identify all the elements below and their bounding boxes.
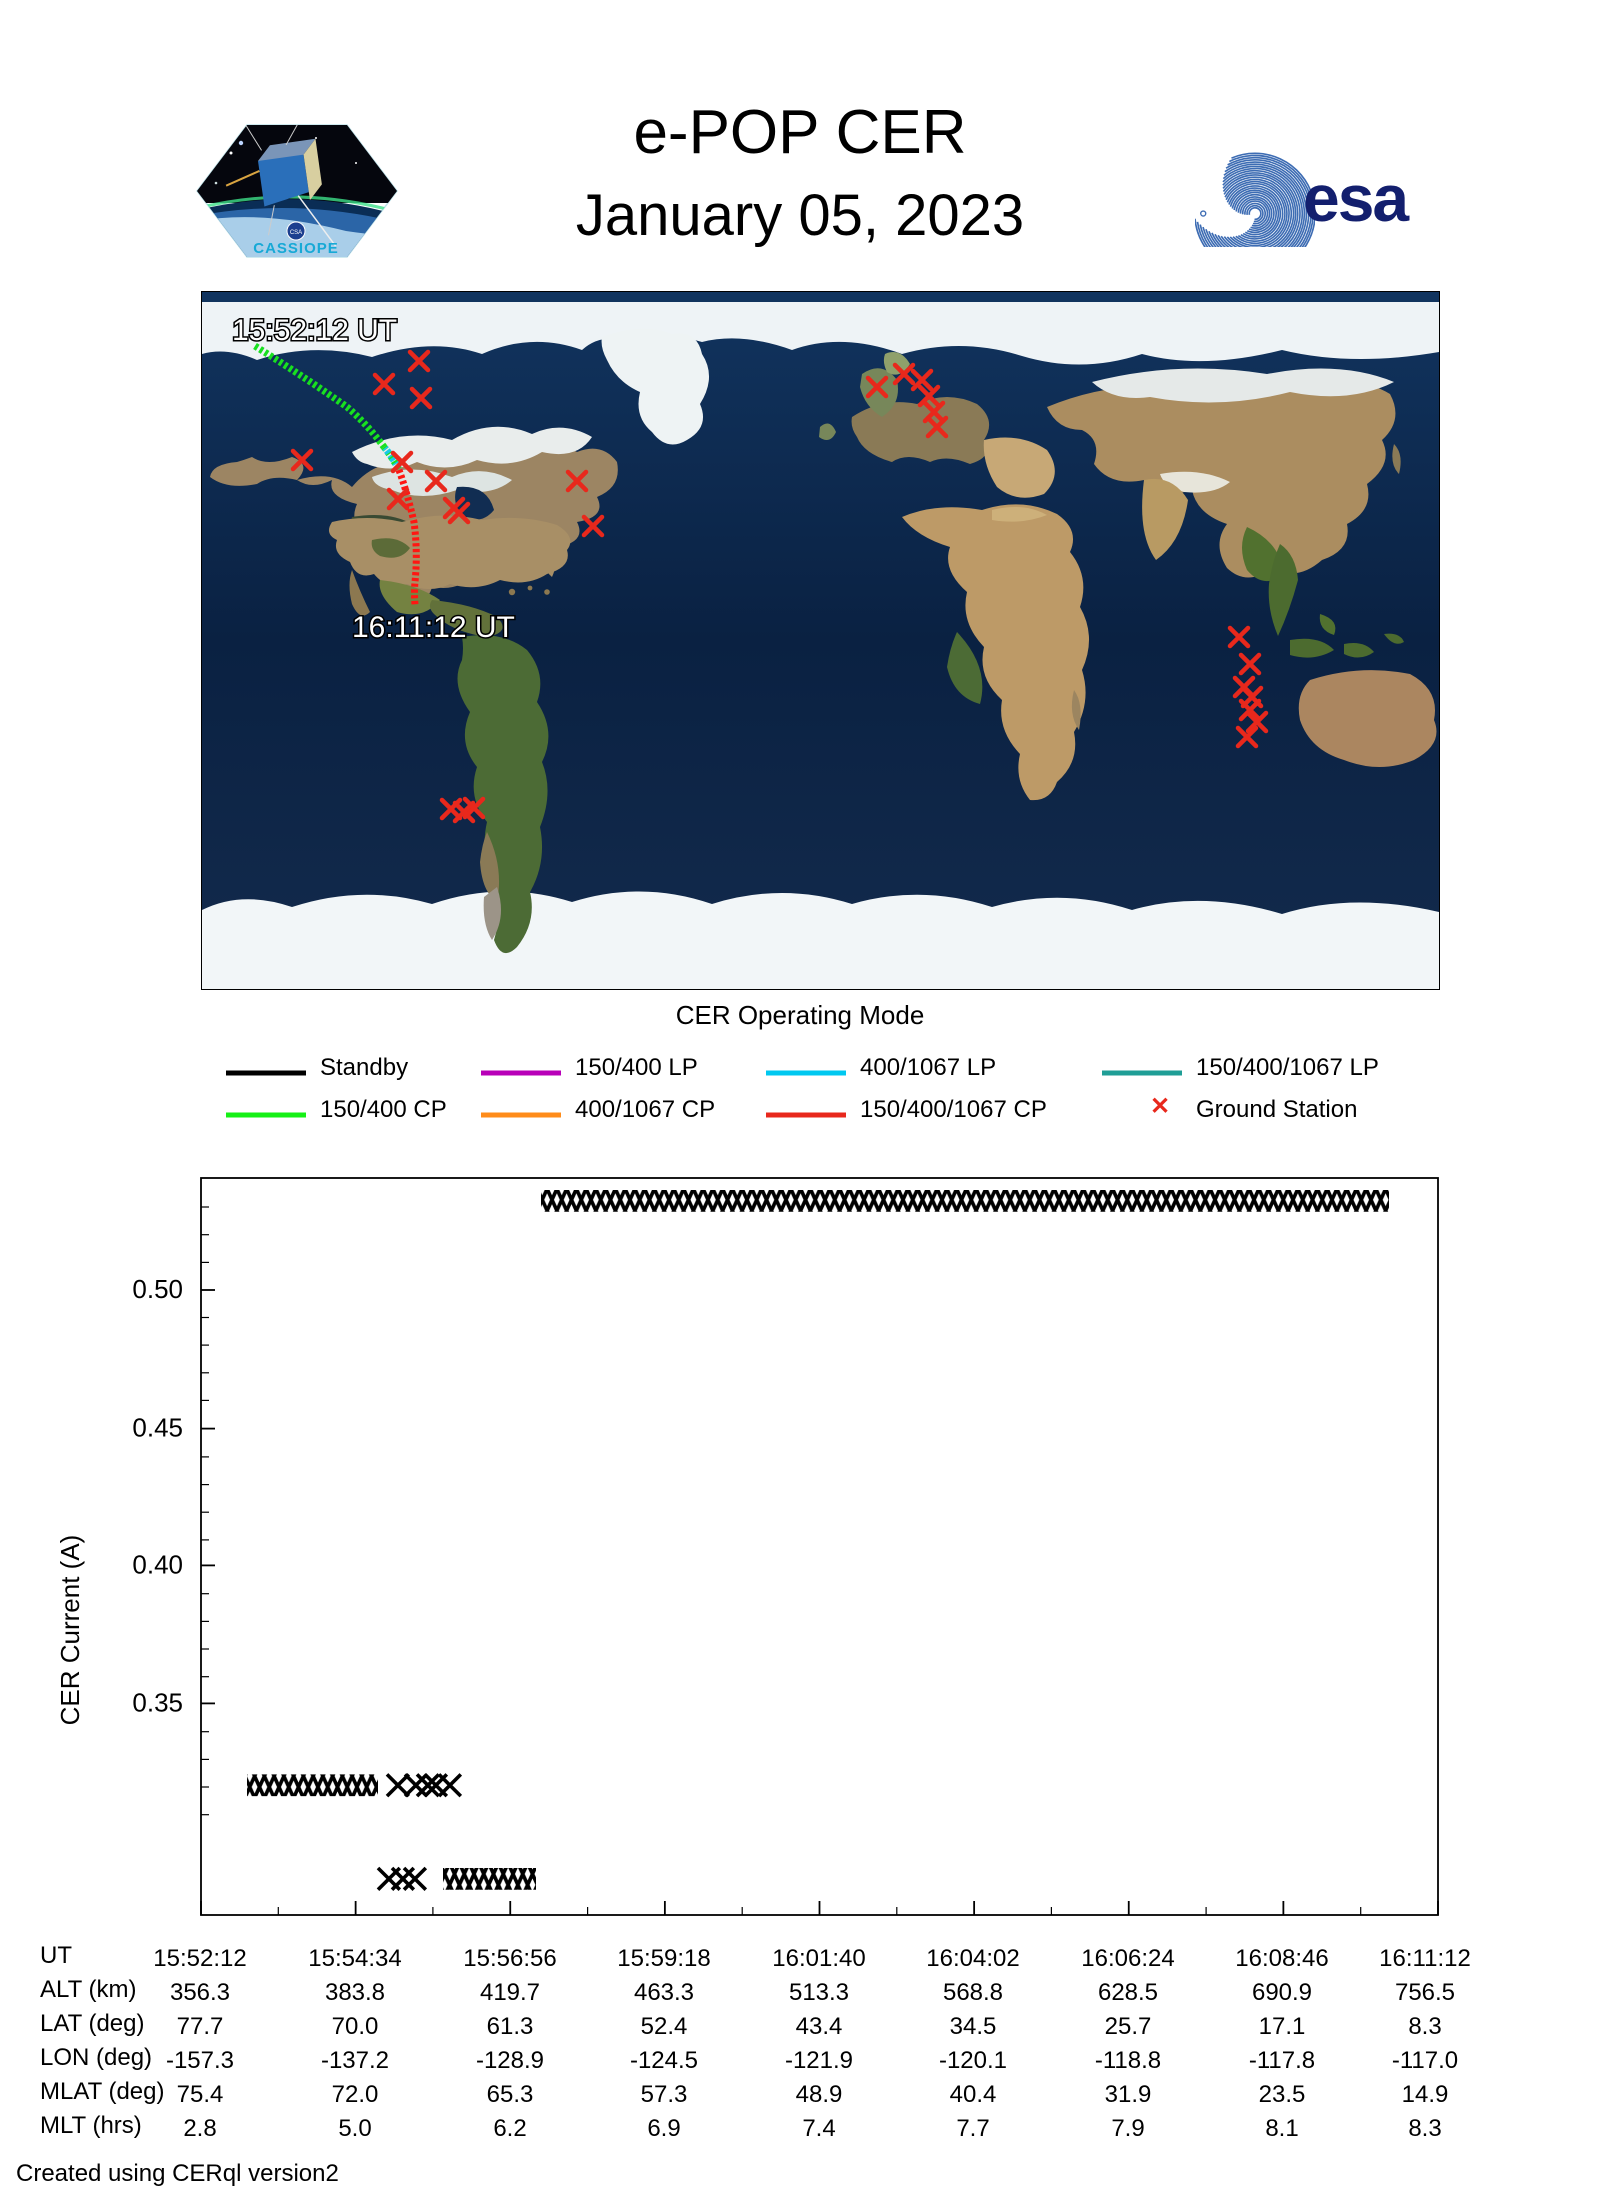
svg-text:16:11:12 UT: 16:11:12 UT [352,611,515,644]
svg-text:15:52:12 UT: 15:52:12 UT [232,314,397,347]
svg-text:0.35: 0.35 [132,1687,183,1717]
svg-text:0.45: 0.45 [132,1413,183,1443]
svg-text:0.40: 0.40 [132,1549,183,1579]
svg-text:0.50: 0.50 [132,1274,183,1304]
